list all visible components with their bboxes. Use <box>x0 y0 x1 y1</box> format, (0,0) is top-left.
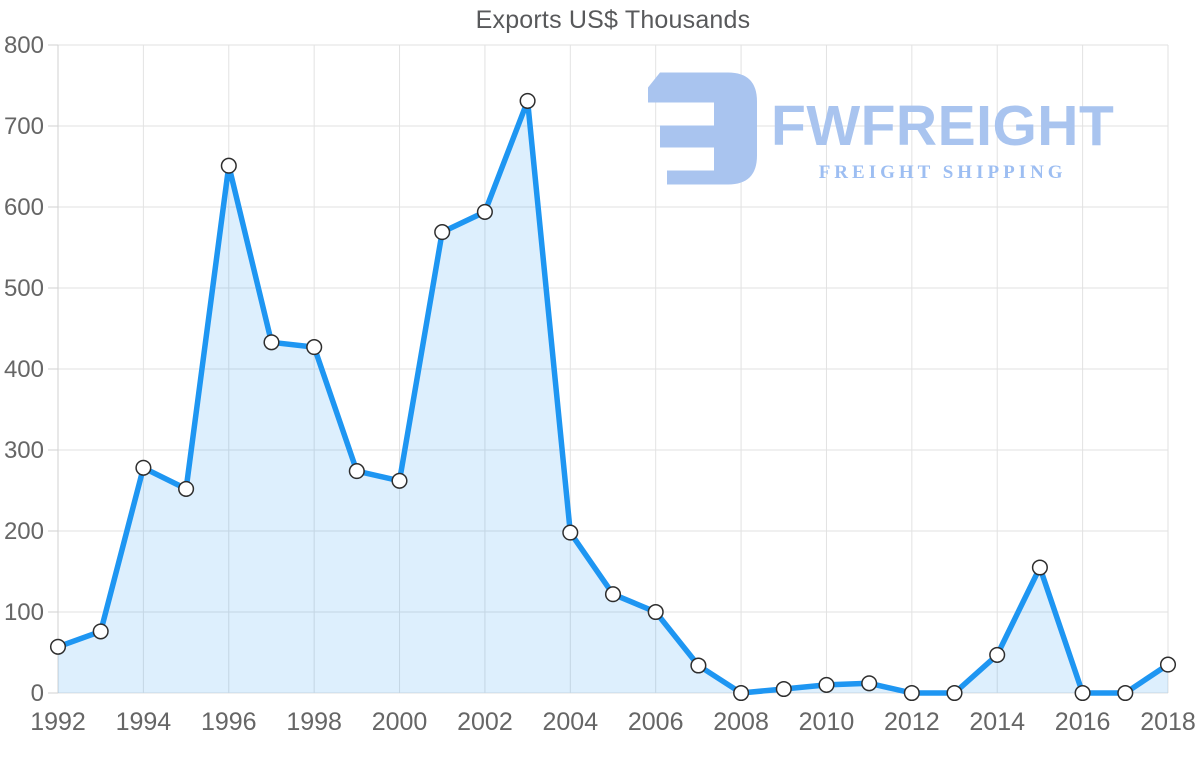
y-axis-label: 500 <box>4 275 44 302</box>
x-axis-label: 2006 <box>628 708 684 736</box>
y-axis-label: 100 <box>4 599 44 626</box>
data-point-2017[interactable] <box>1117 684 1134 702</box>
y-axis-label: 0 <box>31 680 44 707</box>
data-point-2003[interactable] <box>519 92 536 109</box>
data-point-1995[interactable] <box>178 480 195 497</box>
data-point-1993[interactable] <box>92 623 109 640</box>
y-axis-label: 400 <box>4 356 44 383</box>
data-point-2015[interactable] <box>1031 559 1048 576</box>
data-point-2002[interactable] <box>476 203 493 220</box>
y-axis-label: 600 <box>4 194 44 221</box>
series-area-fill <box>58 100 1168 693</box>
data-point-2012[interactable] <box>903 684 920 702</box>
data-point-2007[interactable] <box>690 657 707 674</box>
data-point-2013[interactable] <box>946 684 963 702</box>
x-axis-label: 2000 <box>372 708 428 736</box>
x-axis-label: 1998 <box>286 708 342 736</box>
data-point-2014[interactable] <box>989 646 1006 663</box>
y-axis-label: 200 <box>4 518 44 545</box>
x-axis-label: 2010 <box>799 708 855 736</box>
chart-title: Exports US$ Thousands <box>475 6 751 34</box>
x-axis-label: 2014 <box>969 708 1025 736</box>
y-axis-label: 800 <box>4 32 44 59</box>
data-point-2010[interactable] <box>818 676 835 693</box>
x-axis-label: 2004 <box>542 708 598 736</box>
data-point-2018[interactable] <box>1159 656 1177 673</box>
data-point-1992[interactable] <box>49 638 67 655</box>
y-axis-label: 300 <box>4 437 44 464</box>
data-point-2005[interactable] <box>604 586 622 603</box>
data-point-2006[interactable] <box>647 603 664 621</box>
data-point-2016[interactable] <box>1074 684 1091 702</box>
data-point-2008[interactable] <box>733 684 750 702</box>
y-axis-label: 700 <box>4 113 44 140</box>
data-point-2011[interactable] <box>861 675 878 692</box>
fwfreight-logo-icon <box>648 72 757 185</box>
x-axis-label: 1994 <box>116 708 172 736</box>
data-point-2009[interactable] <box>775 680 792 698</box>
x-axis-label: 2016 <box>1055 708 1111 736</box>
data-point-1996[interactable] <box>220 157 237 174</box>
logo-text-block: FWFREIGHT FREIGHT SHIPPING <box>771 72 1114 184</box>
x-axis-label: 2018 <box>1140 708 1196 736</box>
logo-wordmark: FWFREIGHT <box>771 94 1115 158</box>
x-axis-label: 1996 <box>201 708 257 736</box>
data-point-1997[interactable] <box>263 334 280 351</box>
data-point-1999[interactable] <box>348 463 365 480</box>
data-point-1998[interactable] <box>306 339 323 356</box>
data-point-1994[interactable] <box>135 459 152 476</box>
x-axis-label: 2012 <box>884 708 940 736</box>
fwfreight-logo-watermark: FWFREIGHT FREIGHT SHIPPING <box>648 72 1114 185</box>
data-point-2004[interactable] <box>562 524 579 541</box>
x-axis-label: 2008 <box>713 708 769 736</box>
x-axis-label: 1992 <box>30 708 86 736</box>
x-axis-label: 2002 <box>457 708 513 736</box>
data-point-2000[interactable] <box>391 472 408 489</box>
data-point-2001[interactable] <box>434 224 451 241</box>
logo-tagline: FREIGHT SHIPPING <box>818 162 1067 183</box>
